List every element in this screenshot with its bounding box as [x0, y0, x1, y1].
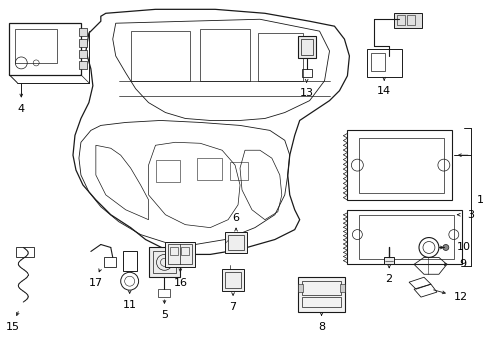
- Text: 17: 17: [89, 278, 103, 288]
- Bar: [258, 33, 303, 81]
- Bar: [104, 257, 116, 267]
- Text: 4: 4: [18, 104, 25, 113]
- Text: 13: 13: [300, 88, 314, 98]
- Bar: [347, 210, 462, 264]
- Bar: [79, 50, 87, 58]
- Bar: [359, 138, 444, 193]
- Bar: [225, 231, 247, 253]
- Bar: [384, 257, 394, 264]
- Text: 11: 11: [122, 300, 137, 310]
- Bar: [79, 39, 87, 47]
- Bar: [302, 281, 342, 295]
- Bar: [171, 247, 178, 255]
- Text: 10: 10: [457, 243, 471, 252]
- Bar: [222, 269, 244, 291]
- Bar: [79, 61, 87, 69]
- Bar: [197, 158, 222, 180]
- Bar: [359, 215, 454, 260]
- Bar: [368, 49, 402, 77]
- Ellipse shape: [443, 244, 449, 251]
- Bar: [181, 247, 189, 255]
- Bar: [155, 160, 180, 182]
- Bar: [15, 29, 57, 63]
- Text: 5: 5: [161, 310, 168, 320]
- Bar: [302, 69, 312, 77]
- Bar: [301, 39, 313, 55]
- Bar: [407, 15, 415, 25]
- Bar: [200, 29, 250, 81]
- Bar: [298, 284, 303, 292]
- Bar: [166, 242, 196, 267]
- Text: 16: 16: [173, 278, 187, 288]
- Bar: [148, 247, 180, 277]
- Bar: [158, 289, 171, 297]
- Text: 3: 3: [467, 210, 474, 220]
- Text: 8: 8: [318, 322, 325, 332]
- Text: 14: 14: [377, 86, 392, 96]
- Bar: [225, 272, 241, 288]
- Text: 12: 12: [454, 292, 468, 302]
- Bar: [302, 297, 342, 307]
- Bar: [347, 130, 452, 200]
- Bar: [131, 31, 190, 81]
- Bar: [298, 36, 316, 58]
- Text: 2: 2: [386, 274, 393, 284]
- Text: 9: 9: [459, 259, 466, 269]
- Bar: [228, 235, 244, 251]
- Bar: [298, 277, 345, 312]
- Bar: [341, 284, 345, 292]
- Text: 6: 6: [233, 213, 240, 223]
- Bar: [9, 23, 81, 75]
- Bar: [122, 251, 137, 271]
- Bar: [152, 251, 176, 273]
- Text: 15: 15: [6, 322, 20, 332]
- Bar: [16, 247, 34, 257]
- Text: 7: 7: [229, 302, 237, 312]
- Bar: [79, 28, 87, 36]
- Bar: [230, 162, 248, 180]
- Text: 1: 1: [477, 195, 484, 205]
- Bar: [394, 13, 422, 28]
- Bar: [397, 15, 405, 25]
- Bar: [169, 244, 192, 264]
- Bar: [371, 53, 385, 71]
